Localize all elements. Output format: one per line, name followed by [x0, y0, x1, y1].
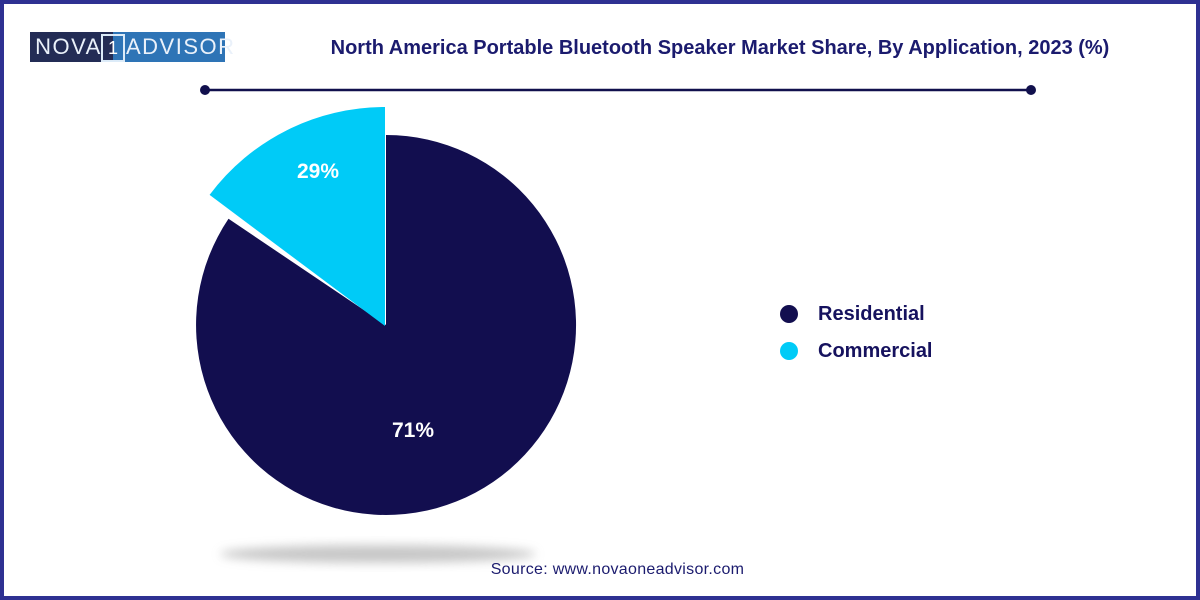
- divider-endpoint-dot-right: [1026, 85, 1036, 95]
- pie-slice-commercial: [209, 107, 385, 326]
- pie-label-residential: 71%: [392, 419, 434, 442]
- divider-endpoint-dot-left: [200, 85, 210, 95]
- logo-nova-text: NOVA: [35, 34, 102, 59]
- legend-item-commercial: Commercial: [780, 337, 933, 365]
- logo-one-badge: 1: [101, 34, 125, 62]
- chart-title: North America Portable Bluetooth Speaker…: [330, 37, 1110, 59]
- title-divider: [200, 85, 1036, 95]
- pie-slice-residential: [196, 135, 577, 515]
- logo-nova-segment: NOVA: [30, 32, 113, 62]
- legend-label-commercial: Commercial: [818, 340, 933, 362]
- pie-label-commercial: 29%: [297, 160, 339, 183]
- legend-item-residential: Residential: [780, 300, 933, 328]
- legend-label-residential: Residential: [818, 303, 925, 325]
- logo-advisor-segment: ADVISOR: [113, 32, 234, 62]
- legend-swatch-commercial-icon: [780, 342, 798, 360]
- legend-swatch-residential-icon: [780, 305, 798, 323]
- source-text: Source: www.novaoneadvisor.com: [490, 561, 745, 578]
- logo-advisor-text: ADVISOR: [126, 34, 236, 59]
- brand-logo: NOVA ADVISOR 1: [30, 32, 234, 62]
- chart-legend: Residential Commercial: [780, 300, 933, 374]
- pie-shadow: [220, 545, 536, 563]
